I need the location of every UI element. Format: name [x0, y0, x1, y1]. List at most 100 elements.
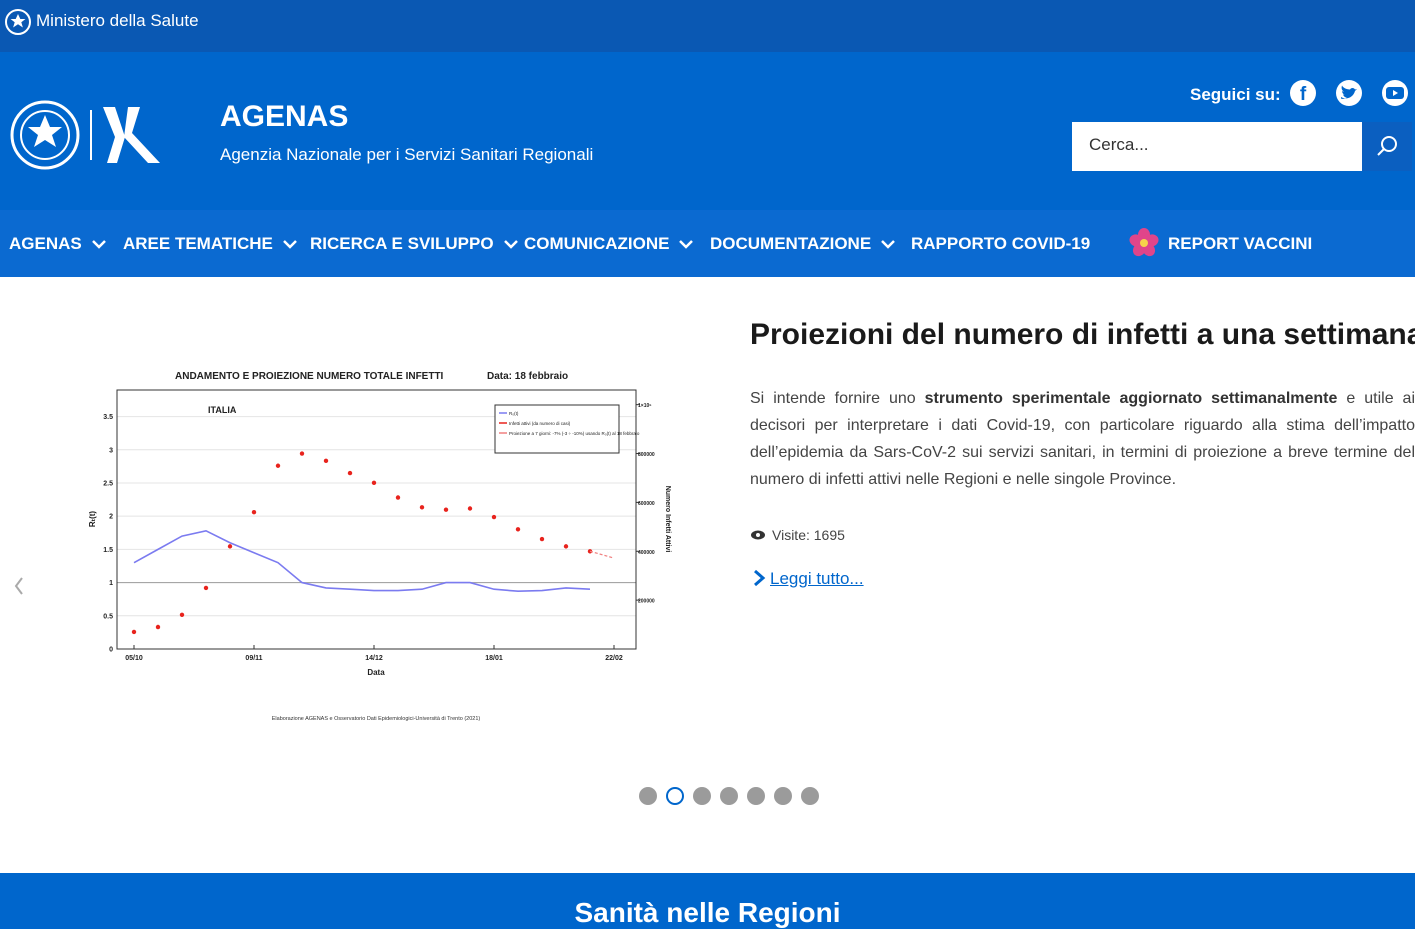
y-tick-label: 1 [109, 580, 113, 587]
data-point [491, 514, 497, 520]
data-point [227, 544, 233, 549]
nav-item[interactable]: RAPPORTO COVID-19 [911, 234, 1091, 253]
x-tick-label: 22/02 [605, 655, 623, 662]
data-point [515, 527, 521, 532]
y2-tick-label: 200000 [638, 599, 655, 605]
dot[interactable] [801, 787, 819, 805]
y-tick-label: 3.5 [103, 414, 113, 421]
y-tick-label: 2.5 [103, 480, 113, 487]
data-point [323, 458, 329, 464]
follow-label: Seguici su: [1190, 85, 1281, 104]
x-tick-label: 09/11 [245, 655, 262, 662]
text: Si intende fornire uno [750, 390, 925, 407]
ministry-emblem [5, 9, 31, 35]
data-point [203, 585, 209, 591]
data-point [299, 451, 305, 456]
y2-axis-label: Numero Infetti Attivi [664, 486, 671, 553]
legend-label: Proiezione a 7 giorni: -7% (-3 ÷ -10%) u… [509, 431, 640, 436]
dot[interactable] [774, 787, 792, 805]
search-button[interactable] [1362, 122, 1412, 171]
projection-line [589, 550, 615, 559]
nav-item[interactable]: COMUNICAZIONE [524, 234, 670, 253]
flower-icon [1129, 228, 1159, 257]
ministry-link[interactable]: Ministero della Salute [36, 11, 199, 30]
y-tick-label: 3 [109, 447, 113, 454]
prev-arrow[interactable] [14, 577, 23, 595]
x-axis-label: Data [367, 668, 385, 677]
regions-section: Sanità nelle Regioni [0, 873, 1415, 929]
dropdown-arrow [881, 240, 896, 249]
y2-tick-label: 800000 [638, 452, 655, 458]
y2-tick-label: 1×10⁶ [638, 403, 652, 409]
dropdown-arrow [91, 240, 106, 249]
nav-item[interactable]: REPORT VACCINI [1168, 234, 1313, 253]
text: e utile ai decisori per interpretare i d… [750, 390, 1415, 488]
legend-label: R₀(t) [509, 411, 519, 416]
read-more-link[interactable]: Leggi tutto... [770, 569, 864, 588]
line-series [133, 529, 591, 593]
dropdown-arrow [503, 240, 518, 249]
site-title: AGENAS [220, 100, 349, 133]
site-subtitle: Agenzia Nazionale per i Servizi Sanitari… [220, 145, 594, 164]
y-axis-label: Rₜ(t) [88, 511, 97, 527]
logo [10, 100, 160, 170]
main-nav: AGENAS AREE TEMATICHE RICERCA E SVILUPPO CO… [0, 210, 1415, 277]
data-point [563, 544, 569, 549]
dropdown-arrow [679, 240, 694, 249]
x-tick-label: 14/12 [365, 655, 383, 662]
data-point [371, 480, 377, 486]
legend-box [494, 404, 620, 454]
carousel-dots [639, 787, 819, 805]
header: AGENAS Agenzia Nazionale per i Servizi S… [0, 52, 1415, 210]
y2-tick-label: 400000 [638, 550, 655, 556]
section-title: Sanità nelle Regioni [574, 897, 841, 928]
carousel [14, 577, 819, 805]
dot[interactable] [720, 787, 738, 805]
chevron-icon [754, 569, 766, 587]
data-point [467, 506, 473, 511]
data-point [251, 509, 257, 515]
dropdown-arrow [282, 240, 297, 249]
data-point [395, 495, 401, 500]
chart-title: ANDAMENTO E PROIEZIONE NUMERO TOTALE INF… [175, 371, 444, 382]
x-tick-label: 18/01 [485, 655, 503, 662]
data-point [347, 470, 353, 476]
dot-active[interactable] [666, 787, 684, 805]
dot[interactable] [693, 787, 711, 805]
chart-subtitle: Data: 18 febbraio [487, 371, 568, 382]
plot-frame [116, 389, 637, 650]
data-point [275, 463, 281, 468]
svg-text:f: f [1300, 84, 1307, 105]
y-tick-label: 2 [109, 514, 113, 521]
data-point [131, 629, 137, 635]
data-point [179, 612, 185, 617]
search-icon [1377, 136, 1397, 156]
text-bold: strumento sperimentale aggiornato settim… [924, 390, 1338, 407]
visits: Visite: 1695 [772, 527, 845, 543]
dot[interactable] [639, 787, 657, 805]
chart-source: Elaborazione AGENAS e Osservatorio Dati … [272, 716, 481, 722]
data-point [155, 624, 161, 630]
nav-item[interactable]: DOCUMENTAZIONE [710, 234, 872, 253]
slide-text: Si intende fornire uno strumento sperime… [750, 385, 1415, 493]
y-tick-label: 0 [109, 647, 113, 654]
data-point [419, 505, 425, 510]
x-tick-label: 05/10 [125, 655, 143, 662]
nav-item[interactable]: AREE TEMATICHE [123, 234, 273, 253]
legend-label: Infetti attivi (da numero di casi) [509, 421, 571, 426]
nav-item[interactable]: RICERCA E SVILUPPO [310, 234, 494, 253]
dot[interactable] [747, 787, 765, 805]
social-icons: f [1290, 80, 1408, 106]
top-bar: Ministero della Salute [0, 0, 1415, 52]
data-point [443, 507, 449, 512]
annotation: ITALIA [208, 405, 237, 415]
y-tick-label: 0.5 [103, 613, 113, 620]
y2-tick-label: 600000 [638, 501, 655, 507]
facebook-icon[interactable] [1290, 80, 1316, 106]
search-input[interactable]: Cerca... [1072, 122, 1362, 171]
nav-item[interactable]: AGENAS [9, 234, 82, 253]
data-point [539, 536, 545, 542]
slide-title: Proiezioni del numero di infetti a una s… [750, 318, 1415, 351]
chart: 0 0.5 1 1.5 2 2.5 3 3.5 200000 400000 600000 800000… [85, 360, 671, 730]
